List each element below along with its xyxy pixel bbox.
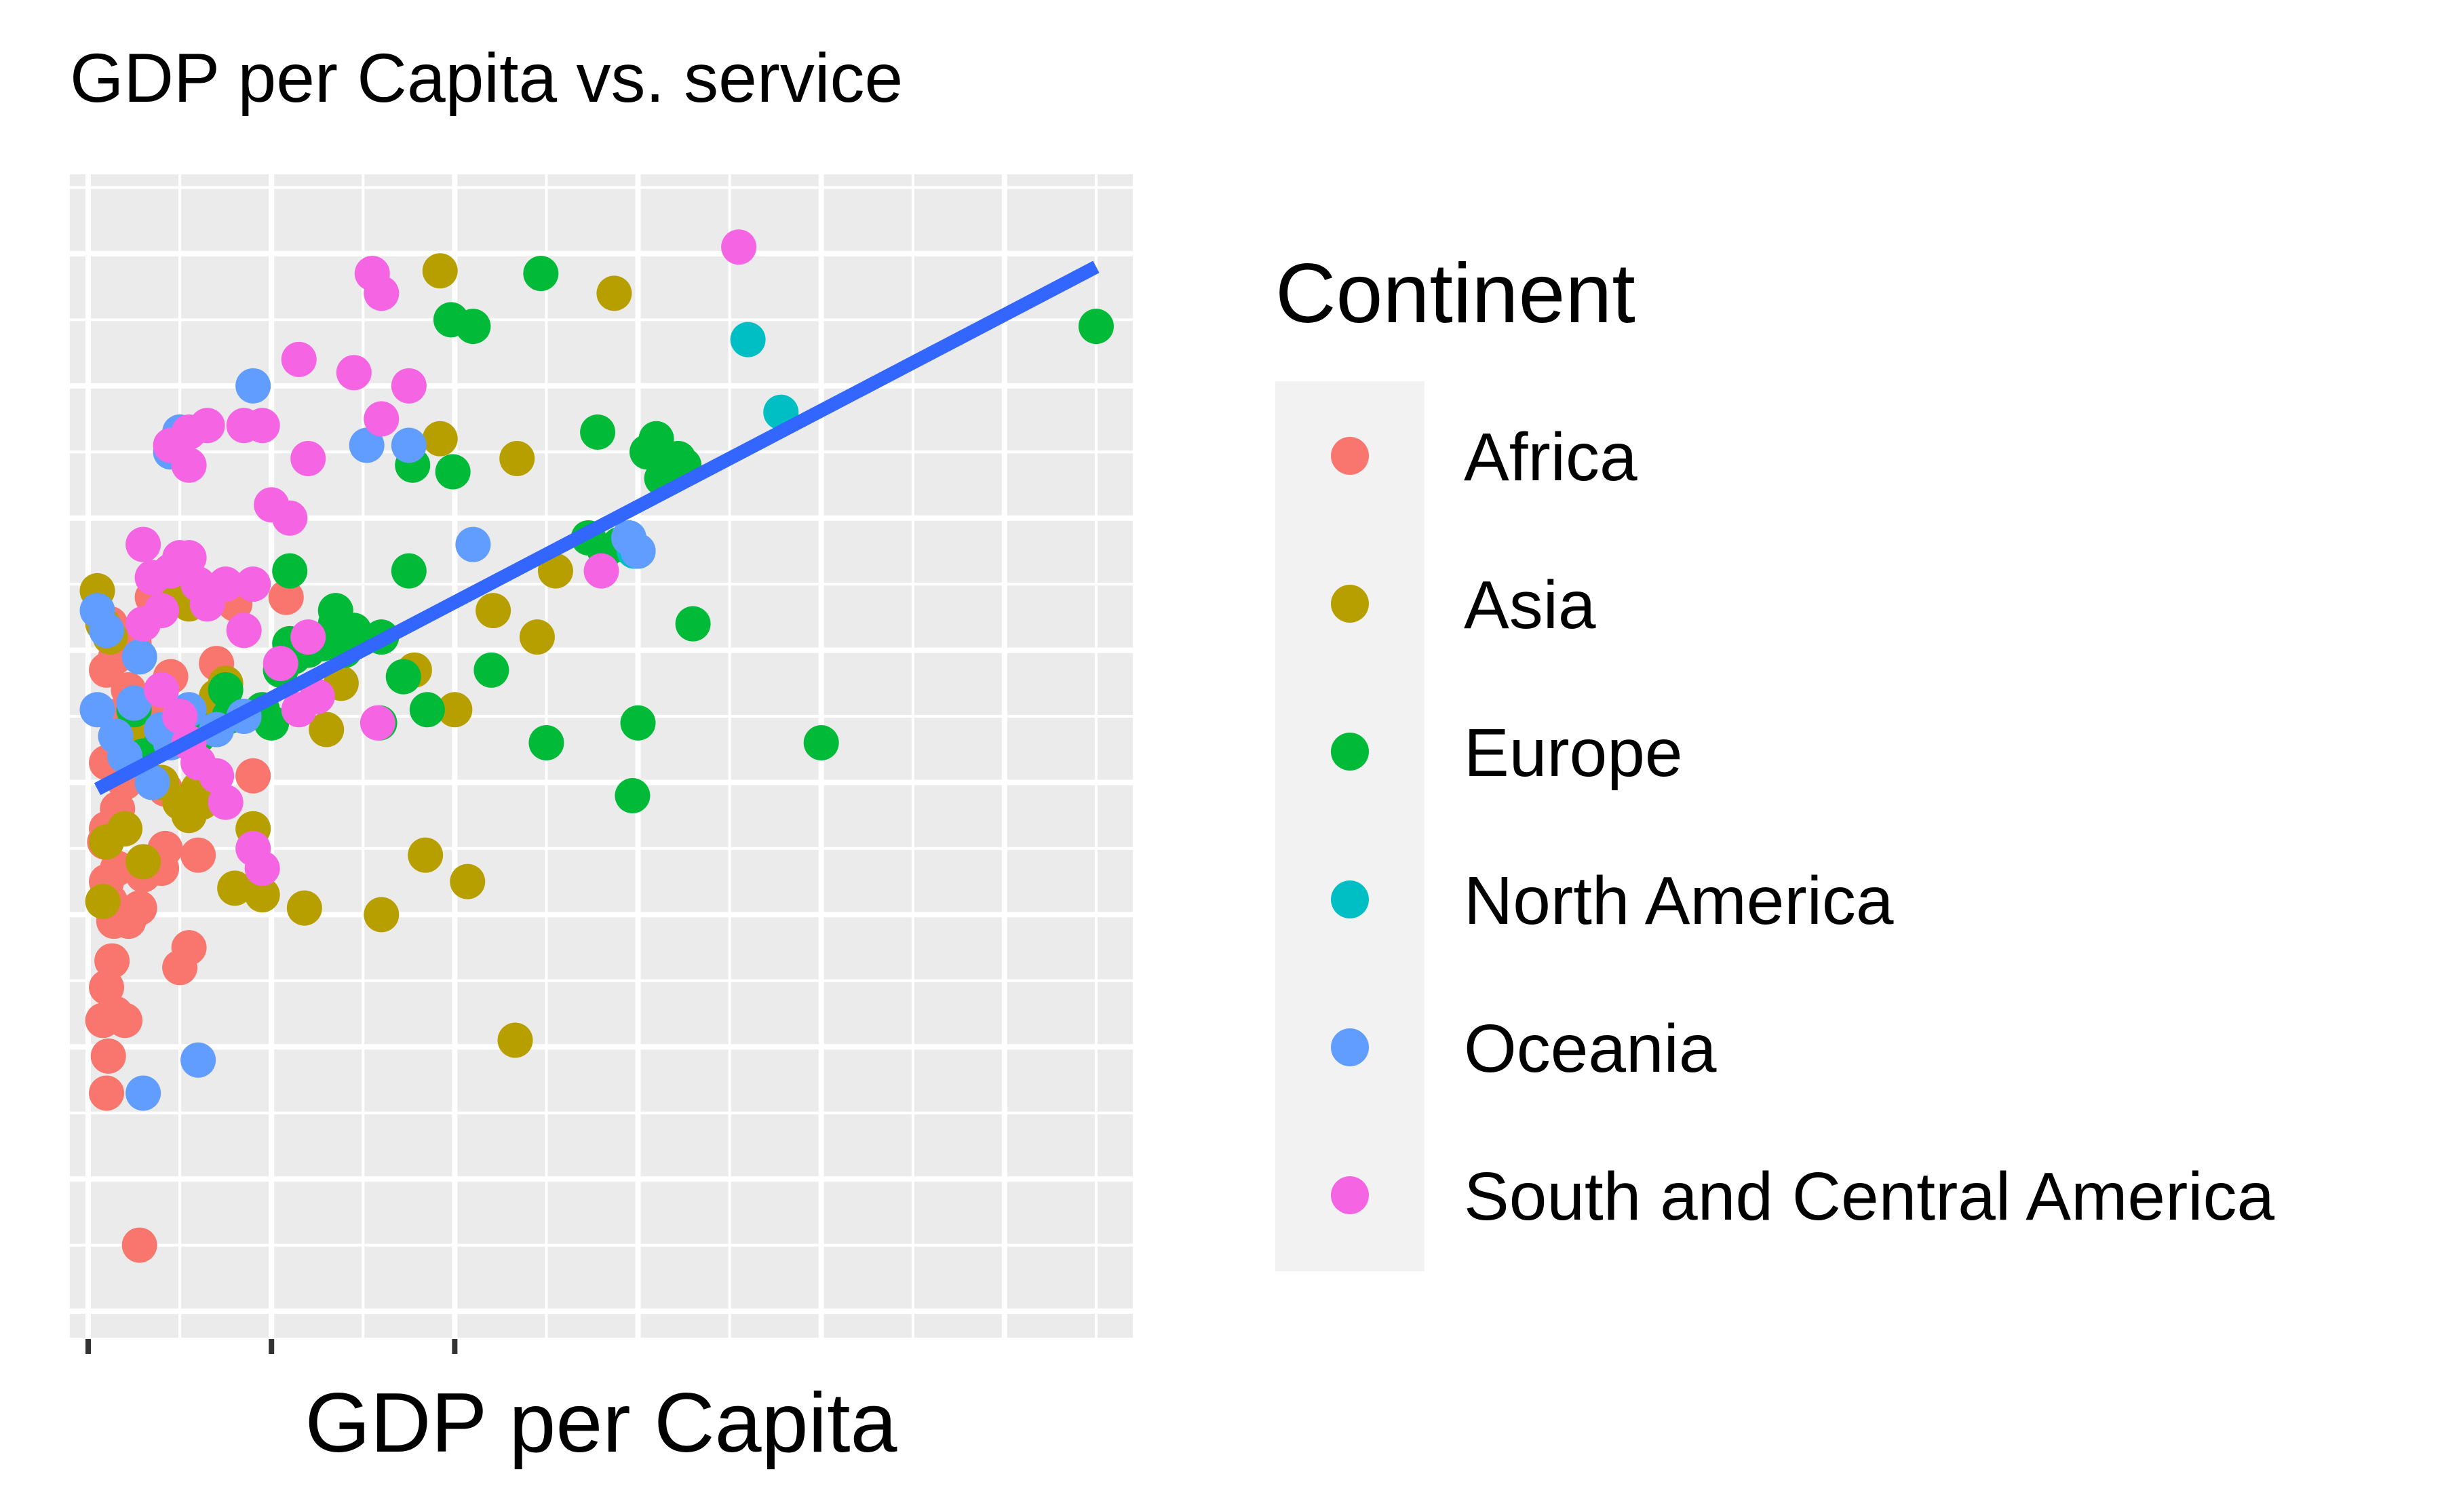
data-point-africa xyxy=(180,838,216,873)
data-point-europe xyxy=(386,659,421,695)
data-point-europe xyxy=(1079,309,1114,344)
data-point-south-and-central-america xyxy=(125,527,161,562)
legend-key xyxy=(1331,437,1369,475)
data-point-europe xyxy=(676,606,711,642)
data-point-oceania xyxy=(391,428,427,463)
data-point-south-and-central-america xyxy=(721,229,756,265)
data-point-south-and-central-america xyxy=(263,646,298,681)
data-point-south-and-central-america xyxy=(235,566,271,602)
chart-title: GDP per Capita vs. service xyxy=(70,39,903,117)
legend-label: Oceania xyxy=(1464,1011,1717,1087)
legend-key xyxy=(1331,1028,1369,1066)
data-point-south-and-central-america xyxy=(360,705,395,741)
data-point-south-and-central-america xyxy=(245,408,280,443)
data-point-south-and-central-america xyxy=(125,606,161,642)
data-point-south-and-central-america xyxy=(208,785,244,820)
data-point-south-and-central-america xyxy=(227,613,262,648)
data-point-asia xyxy=(499,441,535,476)
data-point-asia xyxy=(89,824,124,859)
legend-label: South and Central America xyxy=(1464,1159,2275,1235)
data-point-south-and-central-america xyxy=(364,402,399,437)
legend-label: Europe xyxy=(1464,715,1682,791)
data-point-oceania xyxy=(89,613,124,648)
legend-label: Africa xyxy=(1464,419,1637,495)
data-point-asia xyxy=(520,619,555,655)
data-point-africa xyxy=(122,1228,157,1263)
data-point-south-and-central-america xyxy=(391,368,427,404)
data-point-europe xyxy=(615,778,650,813)
data-point-south-and-central-america xyxy=(153,428,189,463)
data-point-asia xyxy=(85,884,121,919)
data-point-europe xyxy=(523,256,558,291)
legend-label: Asia xyxy=(1464,567,1596,643)
data-point-europe xyxy=(435,454,471,489)
data-point-asia xyxy=(125,844,161,879)
data-point-asia xyxy=(423,253,458,288)
data-point-europe xyxy=(528,725,564,760)
data-point-north-america xyxy=(731,322,766,357)
legend-label: North America xyxy=(1464,863,1894,939)
legend-entries: Africa Asia Europe North America Oceania Sout… xyxy=(1331,419,2275,1235)
data-point-oceania xyxy=(98,718,134,754)
data-point-europe xyxy=(272,554,307,589)
data-point-africa xyxy=(235,758,271,794)
plot-panel xyxy=(70,174,1133,1338)
legend-key xyxy=(1331,733,1369,771)
data-point-south-and-central-america xyxy=(290,619,326,655)
data-point-europe xyxy=(410,692,445,727)
x-axis-ticks xyxy=(88,1339,454,1354)
legend-key xyxy=(1331,880,1369,918)
data-point-africa xyxy=(89,1075,124,1110)
data-point-europe xyxy=(391,554,427,589)
data-point-africa xyxy=(122,891,157,926)
data-point-south-and-central-america xyxy=(190,586,225,621)
data-point-oceania xyxy=(122,639,157,674)
data-point-asia xyxy=(498,1023,533,1058)
legend-key xyxy=(1331,1176,1369,1214)
data-point-africa xyxy=(172,930,207,965)
legend: Continent Africa Asia Europe North America O… xyxy=(1275,247,2275,1271)
data-point-africa xyxy=(107,1003,142,1038)
x-axis-title: GDP per Capita xyxy=(305,1376,897,1470)
data-point-oceania xyxy=(235,368,271,404)
data-point-asia xyxy=(596,275,632,311)
data-point-asia xyxy=(450,864,485,899)
data-point-europe xyxy=(804,725,839,760)
data-point-africa xyxy=(94,944,130,979)
data-point-south-and-central-america xyxy=(272,501,307,536)
data-point-oceania xyxy=(611,520,646,556)
data-point-south-and-central-america xyxy=(584,554,619,589)
data-point-asia xyxy=(287,891,322,926)
data-point-south-and-central-america xyxy=(245,851,280,886)
legend-key-background xyxy=(1275,381,1424,1271)
legend-key xyxy=(1331,585,1369,623)
data-point-oceania xyxy=(455,527,490,562)
data-point-south-and-central-america xyxy=(336,355,372,390)
data-point-asia xyxy=(364,897,399,932)
legend-title: Continent xyxy=(1275,247,1635,341)
data-point-europe xyxy=(455,309,490,344)
data-point-europe xyxy=(318,593,353,628)
data-point-oceania xyxy=(180,1043,216,1078)
data-point-africa xyxy=(91,1039,126,1074)
data-point-asia xyxy=(476,593,511,628)
data-point-europe xyxy=(580,414,615,450)
data-point-europe xyxy=(621,705,656,741)
data-point-oceania xyxy=(125,1075,161,1110)
data-point-asia xyxy=(423,421,458,457)
data-point-asia xyxy=(408,838,443,873)
data-point-south-and-central-america xyxy=(364,275,399,311)
data-point-south-and-central-america xyxy=(282,342,317,377)
data-point-south-and-central-america xyxy=(290,441,326,476)
data-point-south-and-central-america xyxy=(135,560,170,595)
data-point-europe xyxy=(473,653,509,688)
data-point-south-and-central-america xyxy=(190,408,225,443)
